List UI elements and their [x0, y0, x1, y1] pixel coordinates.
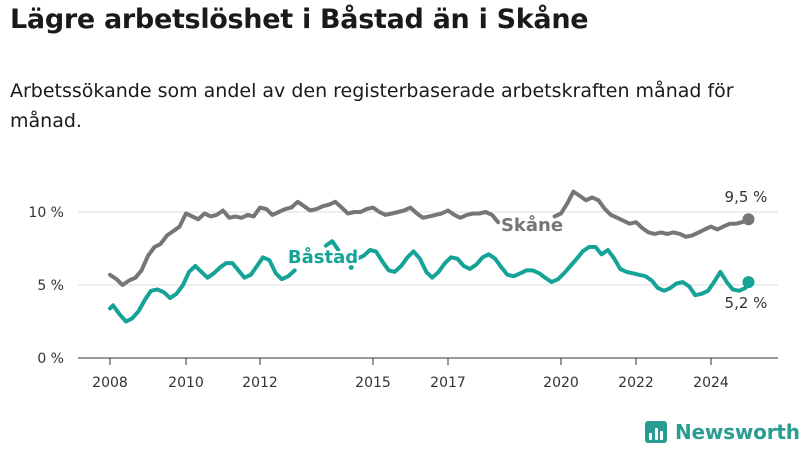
x-tick-label: 2008 — [92, 375, 128, 391]
page-subtitle: Arbetssökande som andel av den registerb… — [10, 80, 734, 132]
series-line-bastad — [323, 239, 341, 252]
x-tick-label: 2024 — [693, 375, 729, 391]
chart-series — [108, 189, 755, 324]
brand-name: Newsworthy — [675, 420, 800, 444]
series-name-label: Skåne — [501, 214, 563, 236]
x-tick-label: 2010 — [168, 375, 204, 391]
newsworthy-logo: Newsworthy — [645, 419, 800, 445]
y-tick-label: 10 % — [28, 205, 64, 221]
series-line-bastad — [108, 255, 297, 324]
series-value-label: 9,5 % — [725, 188, 768, 206]
x-axis: 2008 2010 2012 2015 2017 2020 2022 2024 — [92, 358, 729, 391]
series-line-skane — [552, 189, 751, 239]
bar-chart-logo-icon — [645, 421, 667, 443]
series-end-point — [742, 213, 755, 226]
series-name-label: Båstad — [288, 246, 358, 268]
x-tick-label: 2017 — [430, 375, 466, 391]
series-line-bastad — [355, 245, 751, 298]
x-tick-label: 2020 — [543, 375, 579, 391]
chart-grid — [78, 211, 778, 359]
series-line-skane — [108, 199, 501, 287]
y-tick-label: 0 % — [37, 351, 64, 367]
x-tick-label: 2015 — [355, 375, 391, 391]
x-tick-label: 2012 — [242, 375, 278, 391]
page-title: Lägre arbetslöshet i Båstad än i Skåne — [10, 4, 589, 35]
series-value-label: 5,2 % — [725, 294, 768, 312]
chart-series-labels: Skåne 9,5 % Båstad 5,2 % — [286, 188, 768, 312]
y-tick-label: 5 % — [37, 278, 64, 294]
x-tick-label: 2022 — [618, 375, 654, 391]
y-axis-ticks: 0 % 5 % 10 % — [28, 205, 64, 367]
series-end-point — [742, 276, 755, 289]
series-point — [348, 264, 354, 270]
